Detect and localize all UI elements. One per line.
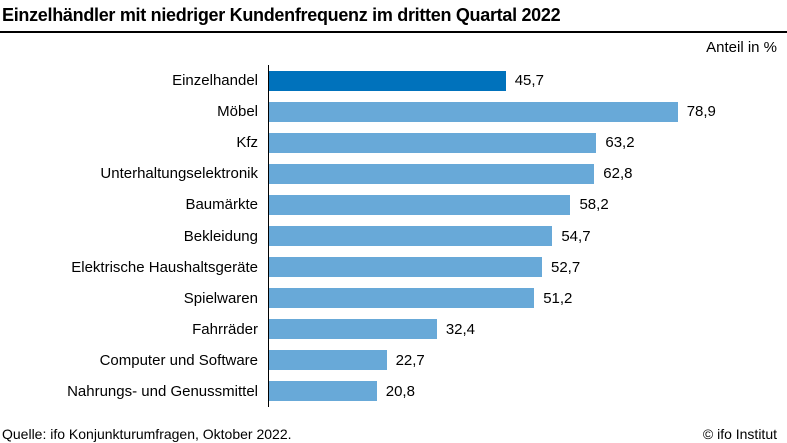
bar-track: 45,7 (268, 65, 787, 97)
bar-track: 52,7 (268, 251, 787, 283)
value-label: 51,2 (543, 289, 573, 307)
bar (269, 132, 597, 153)
category-label: Einzelhandel (172, 72, 258, 90)
bar-track: 32,4 (268, 313, 787, 345)
category-label: Computer und Software (99, 351, 258, 369)
bar-row: Computer und Software 22,7 (0, 344, 787, 376)
value-label: 22,7 (395, 351, 425, 369)
bar-row: Einzelhandel 45,7 (0, 65, 787, 97)
bar-track: 20,8 (268, 375, 787, 408)
bar (269, 350, 387, 371)
bar-row: Nahrungs- und Genussmittel 20,8 (0, 375, 787, 408)
value-label: 45,7 (514, 72, 544, 90)
bar-track: 51,2 (268, 282, 787, 314)
chart-title: Einzelhändler mit niedriger Kundenfreque… (2, 5, 561, 25)
value-label: 20,8 (385, 382, 415, 400)
bar-track: 54,7 (268, 220, 787, 252)
bar-row: Bekleidung 54,7 (0, 220, 787, 252)
bar-track: 78,9 (268, 96, 787, 128)
bar-row: Fahrräder 32,4 (0, 313, 787, 345)
bar-track: 63,2 (268, 127, 787, 159)
source-note: Quelle: ifo Konjunkturumfragen, Oktober … (2, 426, 292, 442)
category-label: Kfz (236, 134, 258, 152)
bar-row: Spielwaren 51,2 (0, 282, 787, 314)
copyright-note: © ifo Institut (702, 426, 777, 442)
bar (269, 381, 377, 402)
category-label: Möbel (217, 103, 258, 121)
bar-track: 62,8 (268, 158, 787, 190)
footer: Quelle: ifo Konjunkturumfragen, Oktober … (2, 426, 777, 442)
bar (269, 288, 535, 309)
bar (269, 70, 506, 91)
value-label: 32,4 (445, 320, 476, 338)
bar-track: 58,2 (268, 189, 787, 221)
bar-track: 22,7 (268, 344, 787, 376)
title-divider (0, 31, 787, 33)
bar-row: Unterhaltungselektronik 62,8 (0, 158, 787, 190)
unit-label: Anteil in % (706, 39, 777, 56)
bar-row: Baumärkte 58,2 (0, 189, 787, 221)
value-label: 63,2 (605, 134, 635, 152)
category-label: Nahrungs- und Genussmittel (67, 382, 258, 400)
category-label: Unterhaltungselektronik (100, 165, 258, 183)
bar-chart: Einzelhandel 45,7 Möbel 78,9 Kfz 63,2 Unterhal… (0, 65, 787, 408)
value-label: 54,7 (561, 227, 591, 245)
category-label: Bekleidung (183, 227, 258, 245)
bar (269, 101, 678, 122)
bar (269, 319, 437, 340)
bar-row: Elektrische Haushaltsgeräte 52,7 (0, 251, 787, 283)
bar (269, 163, 595, 184)
bar-row: Möbel 78,9 (0, 96, 787, 128)
category-label: Fahrräder (192, 320, 258, 338)
category-label: Elektrische Haushaltsgeräte (71, 258, 258, 276)
bar (269, 194, 571, 215)
value-label: 78,9 (686, 103, 716, 121)
value-label: 52,7 (550, 258, 581, 276)
category-label: Baumärkte (185, 196, 258, 214)
bar (269, 257, 542, 278)
bar (269, 226, 553, 247)
value-label: 62,8 (603, 165, 633, 183)
value-label: 58,2 (579, 196, 609, 214)
category-label: Spielwaren (183, 289, 258, 307)
bar-row: Kfz 63,2 (0, 127, 787, 159)
